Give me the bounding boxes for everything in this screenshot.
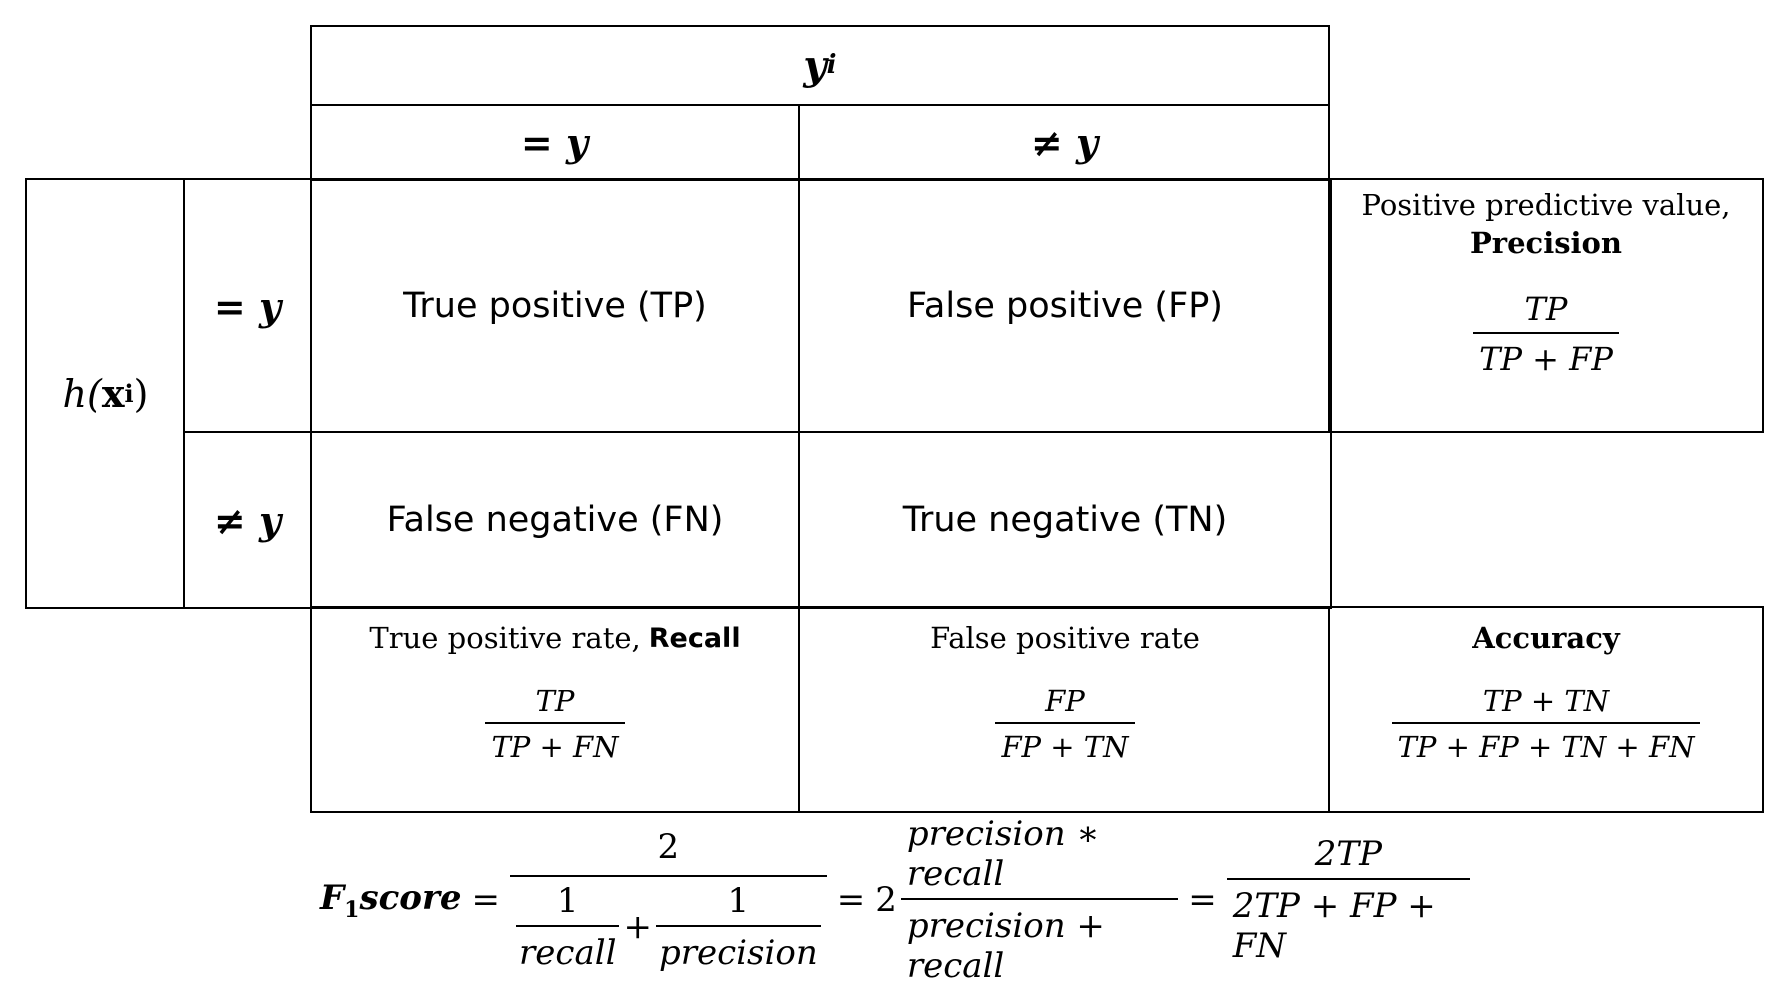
- f1-score-formula: F1score = 2 1 recall + 1 precision = 2 p…: [320, 814, 1470, 986]
- recall-cell: True positive rate, Recall TP TP + FN: [312, 608, 798, 811]
- f1-f: F: [320, 877, 345, 918]
- cell-fp: False positive (FP): [800, 180, 1330, 432]
- col-neq-label: ≠ y: [1030, 120, 1099, 165]
- f1-inner1-den: recall: [516, 925, 620, 973]
- f1-score-word: score: [359, 877, 462, 918]
- h-symbol: h(: [62, 371, 102, 416]
- precision-cell: Positive predictive value, Precision TP …: [1330, 180, 1762, 431]
- recall-label: True positive rate,: [369, 621, 641, 655]
- fp-label: False positive (FP): [907, 286, 1223, 326]
- header-divider: [310, 104, 1330, 106]
- metrics-divider-2: [1328, 606, 1330, 813]
- cell-fn: False negative (FN): [312, 433, 798, 607]
- f1-plus: +: [623, 907, 652, 947]
- f1-frac3-num: 2TP: [1314, 834, 1382, 874]
- f1-precision-recall-frac: precision ∗ recall precision + recall: [900, 814, 1179, 986]
- precision-numerator: TP: [1524, 290, 1568, 328]
- f1-inner2-num: 1: [727, 881, 750, 921]
- tp-label: True positive (TP): [403, 286, 707, 326]
- cell-tn: True negative (TN): [800, 433, 1330, 607]
- matrix-row-divider: [183, 431, 1332, 433]
- accuracy-denominator: TP + FP + TN + FN: [1391, 722, 1701, 764]
- f1-frac3-den: 2TP + FP + FN: [1226, 878, 1470, 966]
- accuracy-cell: Accuracy TP + TN TP + FP + TN + FN: [1330, 608, 1762, 811]
- col-header-eq: = y: [310, 105, 799, 180]
- f1-inner-recall: 1 recall: [516, 881, 620, 973]
- accuracy-label: Accuracy: [1472, 621, 1620, 655]
- row-neq-label: ≠ y: [213, 497, 282, 543]
- matrix-divider-h: [183, 178, 185, 609]
- f1-sub: 1: [344, 896, 360, 923]
- h-sub: i: [124, 379, 134, 408]
- h-xi-label: h(x i): [27, 180, 184, 607]
- header-yi-box: [310, 25, 1330, 181]
- precision-denominator: TP + FP: [1473, 332, 1619, 378]
- precision-box: [1328, 178, 1764, 433]
- f1-inner1-num: 1: [556, 881, 579, 921]
- f1-eq-2: =: [836, 880, 866, 920]
- col-eq-label: = y: [520, 120, 589, 165]
- fpr-cell: False positive rate FP FP + TN: [800, 608, 1330, 811]
- f1-inner2-den: precision: [655, 925, 821, 973]
- cell-tp: True positive (TP): [312, 180, 798, 432]
- f1-frac1-den: 1 recall + 1 precision: [510, 875, 827, 973]
- f1-eq-1: =: [471, 880, 501, 920]
- recall-formula: TP TP + FN: [485, 684, 625, 764]
- row-eq-label: = y: [213, 283, 282, 329]
- matrix-divider-label: [310, 178, 312, 609]
- col-header-neq: ≠ y: [799, 105, 1330, 180]
- precision-label-line1: Positive predictive value,: [1361, 188, 1731, 222]
- matrix-box: [25, 178, 1332, 609]
- row-label-eq: = y: [185, 180, 310, 432]
- accuracy-formula: TP + TN TP + FP + TN + FN: [1391, 684, 1701, 764]
- f1-counts-frac: 2TP 2TP + FP + FN: [1226, 834, 1470, 966]
- f1-harmonic-frac: 2 1 recall + 1 precision: [510, 827, 827, 973]
- f1-lhs: F1score: [320, 878, 462, 923]
- metrics-divider-1: [798, 606, 800, 813]
- fn-label: False negative (FN): [386, 500, 724, 540]
- accuracy-numerator: TP + TN: [1482, 684, 1610, 718]
- h-close: ): [133, 371, 149, 416]
- precision-label-bold: Precision: [1470, 226, 1622, 260]
- f1-two: 2: [875, 880, 897, 920]
- fpr-denominator: FP + TN: [995, 722, 1135, 764]
- matrix-divider-mid: [798, 178, 800, 609]
- f1-frac2-den: precision + recall: [900, 898, 1179, 986]
- row-label-neq: ≠ y: [185, 433, 310, 607]
- precision-formula: TP TP + FP: [1473, 290, 1619, 378]
- yi-subscript: i: [826, 50, 837, 80]
- recall-numerator: TP: [535, 684, 575, 718]
- f1-frac2-num: precision ∗ recall: [906, 814, 1100, 894]
- h-x: x: [101, 371, 125, 416]
- fpr-numerator: FP: [1045, 684, 1085, 718]
- recall-denominator: TP + FN: [485, 722, 625, 764]
- recall-label-bold: Recall: [648, 622, 741, 654]
- fpr-formula: FP FP + TN: [995, 684, 1135, 764]
- header-col-divider: [798, 104, 800, 181]
- f1-inner-precision: 1 precision: [655, 881, 821, 973]
- yi-symbol: y: [803, 41, 827, 89]
- f1-frac1-num: 2: [657, 827, 680, 867]
- fpr-label: False positive rate: [930, 621, 1200, 655]
- f1-eq-3: =: [1188, 880, 1217, 920]
- metrics-row-box: [310, 606, 1764, 813]
- tn-label: True negative (TN): [902, 500, 1228, 540]
